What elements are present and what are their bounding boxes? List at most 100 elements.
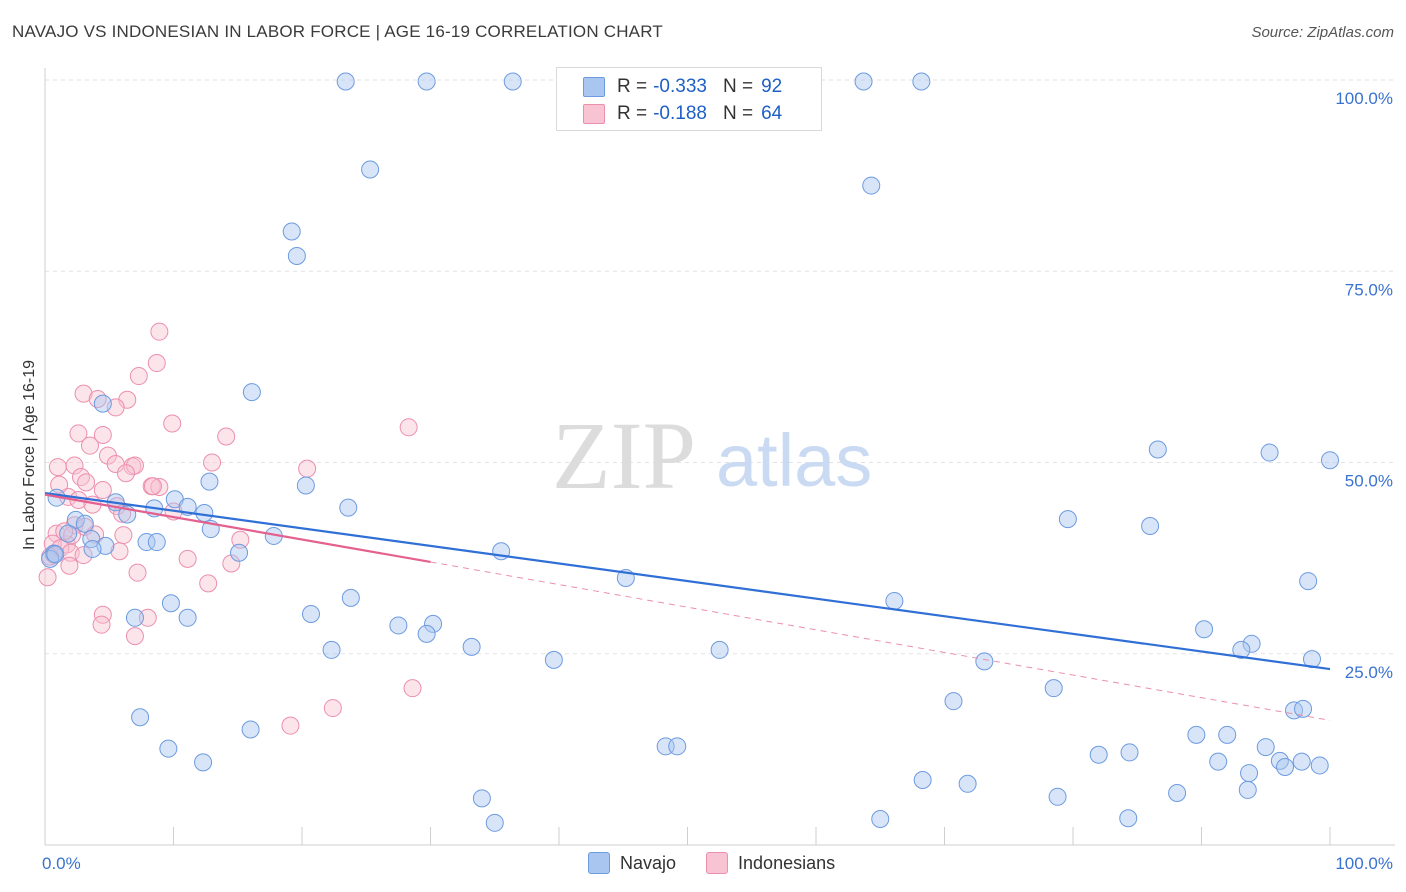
data-point bbox=[1310, 756, 1329, 775]
data-point bbox=[1242, 634, 1261, 653]
legend-box: R = -0.333 N = 92 R = -0.188 N = 64 bbox=[556, 67, 822, 131]
data-point bbox=[944, 692, 963, 711]
data-point bbox=[1148, 440, 1167, 459]
data-point bbox=[287, 246, 306, 265]
indonesians-points bbox=[38, 322, 422, 735]
grid-lines bbox=[45, 79, 1395, 655]
data-point bbox=[93, 481, 112, 500]
watermark-atlas: atlas bbox=[716, 419, 872, 502]
data-point bbox=[200, 472, 219, 491]
data-point bbox=[231, 530, 250, 549]
data-point bbox=[242, 383, 261, 402]
data-point bbox=[1209, 752, 1228, 771]
data-point bbox=[1195, 620, 1214, 639]
data-point bbox=[93, 425, 112, 444]
data-point bbox=[1294, 699, 1313, 718]
indonesians-swatch bbox=[706, 852, 729, 874]
data-point bbox=[417, 624, 436, 643]
data-point bbox=[77, 473, 96, 492]
data-point bbox=[485, 813, 504, 832]
data-point bbox=[138, 608, 157, 627]
data-point bbox=[1048, 787, 1067, 806]
data-point bbox=[147, 533, 166, 552]
data-point bbox=[131, 708, 150, 727]
navajo-trend-line bbox=[44, 492, 1331, 671]
data-point bbox=[1120, 743, 1139, 762]
data-point bbox=[1141, 516, 1160, 535]
trend-lines bbox=[44, 492, 1331, 721]
legend-row-navajo: R = -0.333 N = 92 bbox=[583, 75, 782, 99]
data-point bbox=[323, 699, 342, 718]
data-point bbox=[341, 588, 360, 607]
data-point bbox=[93, 394, 112, 413]
data-point bbox=[114, 526, 133, 545]
navajo-label: Navajo bbox=[620, 852, 677, 873]
source-label: Source: ZipAtlas.com bbox=[1251, 24, 1394, 41]
data-point bbox=[710, 640, 729, 659]
data-point bbox=[92, 615, 111, 634]
legend-r-value: -0.188 bbox=[653, 103, 707, 124]
data-point bbox=[241, 720, 260, 739]
data-point bbox=[282, 222, 301, 241]
data-point bbox=[403, 679, 422, 698]
legend-r-value: -0.333 bbox=[653, 76, 707, 97]
data-point bbox=[1218, 725, 1237, 744]
data-point bbox=[462, 637, 481, 656]
data-point bbox=[871, 809, 890, 828]
data-point bbox=[301, 604, 320, 623]
y-tick-label: 50.0% bbox=[1345, 472, 1393, 491]
data-point bbox=[46, 545, 65, 564]
data-point bbox=[125, 627, 144, 646]
bottom-legend-indonesians: Indonesians bbox=[706, 852, 835, 874]
data-point bbox=[913, 770, 932, 789]
data-point bbox=[389, 616, 408, 635]
legend-n-label: N = bbox=[722, 103, 754, 124]
data-point bbox=[1168, 783, 1187, 802]
data-point bbox=[217, 427, 236, 446]
data-point bbox=[1321, 451, 1339, 470]
data-point bbox=[854, 72, 873, 91]
data-point bbox=[298, 459, 317, 478]
data-point bbox=[281, 716, 300, 735]
data-point bbox=[161, 594, 180, 613]
data-point bbox=[222, 554, 241, 573]
data-point bbox=[128, 563, 147, 582]
data-point bbox=[424, 614, 443, 633]
data-point bbox=[60, 556, 79, 575]
data-point bbox=[1238, 780, 1257, 799]
data-point bbox=[80, 436, 99, 455]
data-point bbox=[912, 72, 931, 91]
data-point bbox=[74, 384, 93, 403]
data-point bbox=[48, 458, 67, 477]
data-point bbox=[296, 476, 315, 495]
data-point bbox=[147, 354, 166, 373]
legend-row-indonesians: R = -0.188 N = 64 bbox=[583, 102, 782, 126]
data-point bbox=[1256, 738, 1275, 757]
data-point bbox=[399, 418, 418, 437]
data-point bbox=[339, 498, 358, 517]
data-point bbox=[361, 160, 380, 179]
legend-n-value: 64 bbox=[761, 103, 783, 124]
data-point bbox=[862, 176, 881, 195]
data-point bbox=[417, 72, 436, 91]
data-point bbox=[143, 477, 162, 496]
data-point bbox=[129, 367, 148, 386]
data-point bbox=[1089, 745, 1108, 764]
data-point bbox=[74, 546, 93, 565]
axes bbox=[44, 68, 1395, 846]
data-point bbox=[958, 774, 977, 793]
bottom-legend-navajo: Navajo bbox=[588, 852, 676, 874]
data-point bbox=[71, 468, 90, 487]
indonesians-trend-line bbox=[44, 493, 431, 564]
watermark-zip: ZIP bbox=[552, 402, 696, 509]
data-point bbox=[59, 524, 78, 543]
data-point bbox=[322, 640, 341, 659]
data-point bbox=[1119, 809, 1138, 828]
data-point bbox=[668, 737, 687, 756]
data-point bbox=[194, 753, 213, 772]
legend-n-value: 92 bbox=[761, 76, 783, 97]
navajo-swatch bbox=[588, 852, 610, 874]
data-point bbox=[1299, 572, 1318, 591]
data-point bbox=[125, 456, 144, 475]
